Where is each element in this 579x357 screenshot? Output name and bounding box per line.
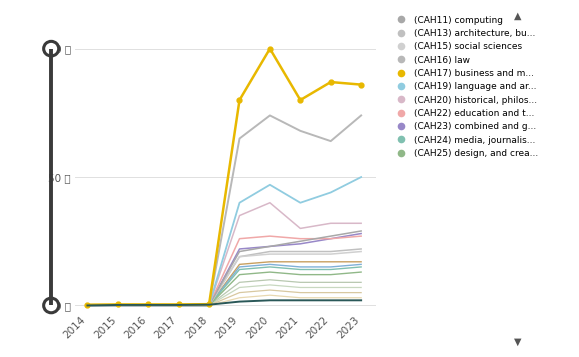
- Legend: (CAH11) computing, (CAH13) architecture, bu..., (CAH15) social sciences, (CAH16): (CAH11) computing, (CAH13) architecture,…: [389, 12, 541, 162]
- Circle shape: [43, 298, 58, 313]
- Text: ▼: ▼: [515, 336, 522, 346]
- Text: ▲: ▲: [515, 11, 522, 21]
- Circle shape: [43, 41, 58, 56]
